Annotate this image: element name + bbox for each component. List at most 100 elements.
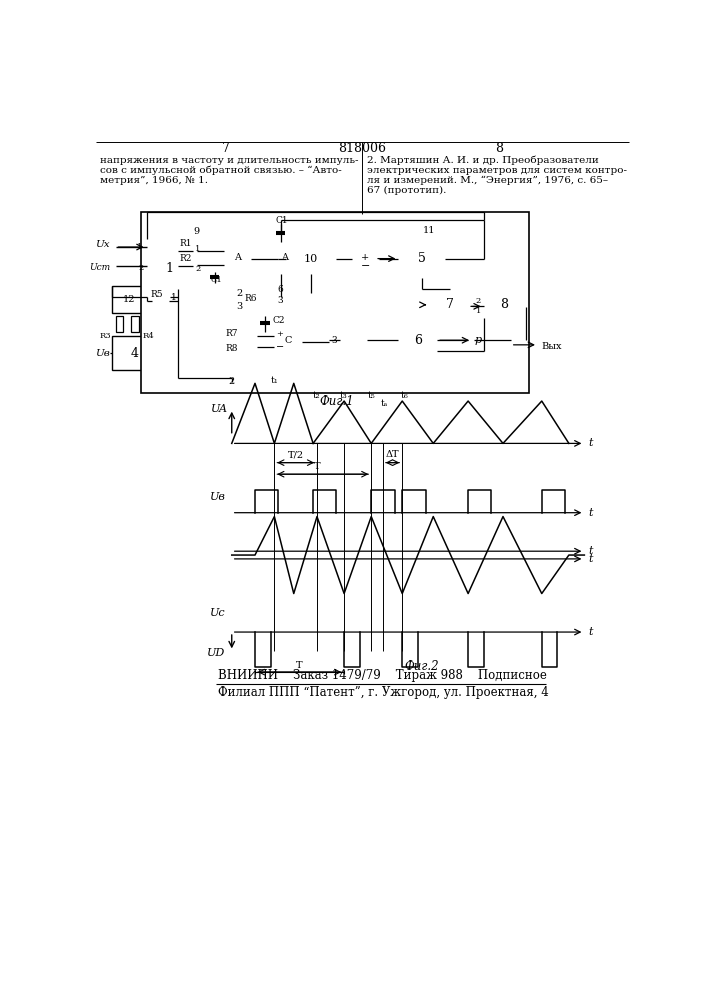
Bar — [177, 228, 383, 289]
Text: метрия”, 1966, № 1.: метрия”, 1966, № 1. — [100, 176, 208, 185]
Text: напряжения в частоту и длительность импуль-: напряжения в частоту и длительность импу… — [100, 156, 358, 165]
Text: R7: R7 — [226, 329, 238, 338]
Text: Ux: Ux — [95, 240, 110, 249]
Text: R1: R1 — [180, 239, 192, 248]
Text: tₐ: tₐ — [381, 399, 388, 408]
Bar — [182, 247, 197, 255]
Bar — [240, 351, 257, 359]
Bar — [182, 261, 197, 269]
Text: 9: 9 — [194, 227, 200, 236]
Text: C1: C1 — [211, 276, 222, 284]
Text: +: + — [361, 253, 369, 262]
Text: −: − — [276, 343, 284, 352]
Text: 3: 3 — [236, 302, 243, 311]
Polygon shape — [274, 328, 301, 355]
Text: 3: 3 — [331, 336, 337, 345]
Text: t₃: t₃ — [340, 391, 348, 400]
Bar — [141, 212, 529, 393]
Text: 2: 2 — [195, 265, 201, 273]
Text: Фиг.1: Фиг.1 — [319, 395, 354, 408]
Text: T/2: T/2 — [288, 450, 304, 459]
Text: C1: C1 — [276, 216, 288, 225]
Text: +: + — [276, 330, 284, 338]
Text: t₁: t₁ — [271, 376, 279, 385]
Bar — [152, 297, 169, 305]
Bar — [131, 316, 139, 332]
Text: 1: 1 — [137, 243, 143, 251]
Text: ля и измерений. М., “Энергия”, 1976, с. 65–: ля и измерений. М., “Энергия”, 1976, с. … — [368, 175, 609, 185]
Bar — [398, 239, 445, 278]
Text: Филиал ППП “Патент”, г. Ужгород, ул. Проектная, 4: Филиал ППП “Патент”, г. Ужгород, ул. Про… — [218, 686, 548, 699]
Text: R4: R4 — [143, 332, 154, 340]
Text: 7: 7 — [221, 142, 230, 155]
Bar — [398, 328, 437, 353]
Text: R2: R2 — [180, 254, 192, 263]
Text: 1: 1 — [165, 262, 174, 275]
Text: R3: R3 — [100, 332, 112, 340]
Text: 10: 10 — [304, 254, 318, 264]
Text: 12: 12 — [122, 295, 135, 304]
Bar — [224, 289, 457, 378]
Text: 2: 2 — [476, 297, 481, 305]
Text: R8: R8 — [226, 344, 238, 353]
Text: 1: 1 — [195, 245, 201, 253]
Text: ΔT: ΔT — [386, 450, 399, 459]
Text: 6: 6 — [277, 285, 283, 294]
Text: 5: 5 — [418, 252, 426, 265]
Bar — [112, 286, 146, 312]
Text: электрических параметров для систем контро-: электрических параметров для систем конт… — [368, 166, 627, 175]
Text: t: t — [588, 438, 592, 448]
Text: 2: 2 — [138, 264, 144, 272]
Text: 11: 11 — [423, 226, 436, 235]
Polygon shape — [352, 243, 379, 274]
Bar — [429, 289, 472, 320]
Bar — [146, 239, 193, 297]
Text: сов с импульсной обратной связью. – “Авто-: сов с импульсной обратной связью. – “Авт… — [100, 165, 341, 175]
Text: A: A — [235, 253, 242, 262]
Text: t₆: t₆ — [401, 391, 409, 400]
Text: 3: 3 — [277, 296, 283, 305]
Text: R5: R5 — [151, 290, 163, 299]
Bar — [484, 287, 526, 323]
Text: Ucm: Ucm — [89, 263, 110, 272]
Text: t: t — [588, 508, 592, 518]
Text: Uв: Uв — [210, 492, 226, 502]
Text: 7: 7 — [446, 298, 454, 311]
Text: 1: 1 — [171, 293, 177, 302]
Text: ВНИИПИ    Заказ 1479/79    Тираж 988    Подписное: ВНИИПИ Заказ 1479/79 Тираж 988 Подписное — [218, 669, 547, 682]
Text: p: p — [474, 335, 481, 345]
Text: Uc: Uc — [210, 608, 226, 618]
Text: T: T — [314, 462, 320, 471]
Text: 818006: 818006 — [338, 142, 386, 155]
Polygon shape — [340, 326, 368, 353]
Text: 2: 2 — [228, 377, 235, 386]
Text: C2: C2 — [272, 316, 284, 325]
Text: 1: 1 — [476, 307, 481, 315]
Text: 67 (прототип).: 67 (прототип). — [368, 186, 447, 195]
Text: t: t — [588, 627, 592, 637]
Text: 2. Мартяшин А. И. и др. Преобразователи: 2. Мартяшин А. И. и др. Преобразователи — [368, 155, 599, 165]
Bar — [260, 301, 270, 316]
Text: −: − — [361, 261, 370, 271]
Text: Фиг.2: Фиг.2 — [404, 660, 439, 673]
Text: A: A — [281, 253, 288, 262]
Bar — [240, 336, 257, 343]
Text: Uв: Uв — [95, 349, 110, 358]
Text: Вых: Вых — [542, 342, 562, 351]
Text: 4: 4 — [131, 347, 139, 360]
Text: t₂: t₂ — [313, 391, 321, 400]
Polygon shape — [224, 243, 251, 274]
Bar — [286, 243, 337, 274]
Text: UA: UA — [211, 404, 228, 414]
Text: t: t — [588, 546, 592, 556]
Text: T: T — [296, 661, 303, 670]
Text: R6: R6 — [245, 294, 257, 303]
Text: t: t — [588, 554, 592, 564]
Text: 2: 2 — [236, 289, 243, 298]
Text: 8: 8 — [495, 142, 503, 155]
Text: C: C — [285, 336, 292, 345]
Bar — [115, 316, 123, 332]
Text: 6: 6 — [414, 334, 422, 347]
Bar — [112, 336, 158, 370]
Text: 8: 8 — [501, 298, 508, 311]
